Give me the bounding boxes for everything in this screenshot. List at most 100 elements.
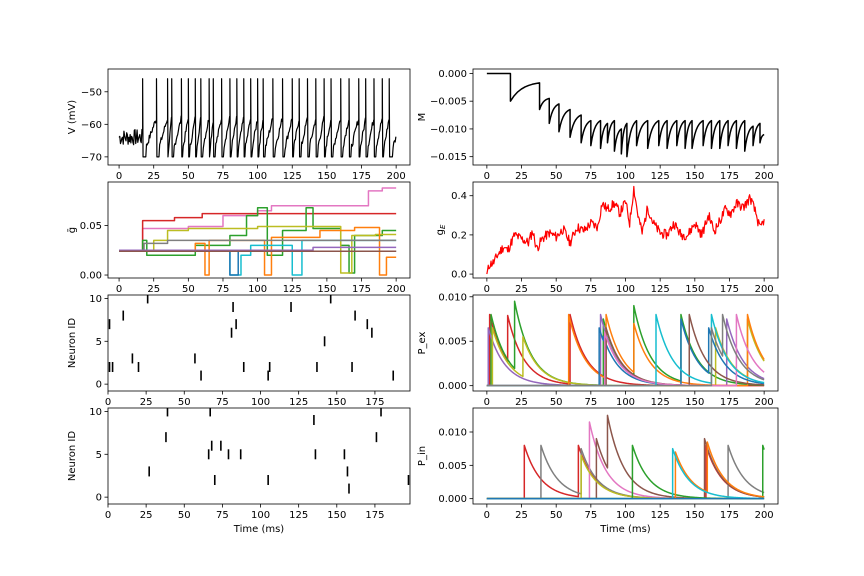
y-tick-label: −70 — [81, 152, 102, 163]
y-tick-label: −0.015 — [430, 152, 467, 163]
x-tick-label: 50 — [178, 397, 191, 408]
y-tick-label: 5 — [96, 337, 102, 348]
x-tick-label: 0 — [116, 171, 122, 182]
x-tick-label: 175 — [720, 510, 739, 521]
y-axis-label: M — [417, 113, 428, 122]
x-tick-label: 175 — [365, 397, 384, 408]
y-tick-label: 0.00 — [80, 271, 102, 282]
y-axis-label: P_in — [417, 446, 428, 466]
x-tick-label: 25 — [140, 510, 153, 521]
x-tick-label: 125 — [651, 397, 670, 408]
x-tick-label: 100 — [616, 397, 635, 408]
x-tick-label: 75 — [584, 510, 597, 521]
x-tick-label: 125 — [283, 171, 302, 182]
x-tick-label: 50 — [550, 171, 563, 182]
x-tick-label: 175 — [720, 397, 739, 408]
x-tick-label: 200 — [755, 510, 774, 521]
x-tick-label: 50 — [550, 510, 563, 521]
P_ex-series-9 — [486, 313, 765, 387]
gE-trace — [486, 185, 765, 275]
x-tick-label: 150 — [327, 510, 346, 521]
y-axis-label: ḡ — [67, 227, 78, 233]
y-tick-label: 0.05 — [80, 221, 102, 232]
x-tick-label: 100 — [248, 284, 267, 295]
x-tick-label: 125 — [651, 510, 670, 521]
y-tick-label: 0.005 — [438, 337, 467, 348]
x-tick-label: 50 — [178, 510, 191, 521]
x-tick-label: 25 — [515, 510, 528, 521]
panel-P_in: 0 25 50 75 100 125 150 175 200 0.000 0.005 0.010 P_i… — [417, 407, 779, 535]
x-axis-label: Time (ms) — [233, 524, 285, 535]
x-tick-label: 175 — [365, 510, 384, 521]
x-tick-label: 0 — [484, 510, 490, 521]
axes-frame — [107, 407, 411, 505]
axes-frame — [107, 294, 411, 392]
x-tick-label: 175 — [720, 284, 739, 295]
x-tick-label: 75 — [584, 284, 597, 295]
x-tick-label: 150 — [327, 397, 346, 408]
x-axis-label: Time (ms) — [599, 524, 651, 535]
x-tick-label: 75 — [216, 397, 229, 408]
y-tick-label: −60 — [81, 120, 102, 131]
x-tick-label: 0 — [105, 397, 111, 408]
x-tick-label: 150 — [685, 397, 704, 408]
x-tick-label: 175 — [352, 171, 371, 182]
x-tick-label: 25 — [515, 284, 528, 295]
y-tick-label: 0.000 — [438, 69, 467, 80]
x-tick-label: 150 — [317, 171, 336, 182]
x-tick-label: 100 — [616, 284, 635, 295]
x-tick-label: 75 — [584, 397, 597, 408]
axes-frame — [107, 68, 411, 166]
y-tick-label: 0.000 — [438, 381, 467, 392]
y-tick-label: 0.005 — [438, 461, 467, 472]
panel-gbar: 0 25 50 75 100 125 150 175 200 0.00 0.05ḡ — [67, 181, 411, 295]
plot-area — [486, 72, 765, 158]
x-tick-label: 125 — [283, 284, 302, 295]
panel-M: 0 25 50 75 100 125 150 175 200 0.000 −0.005 −0.010 −… — [417, 68, 779, 182]
x-tick-label: 125 — [289, 510, 308, 521]
y-axis-label: Neuron ID — [67, 431, 78, 481]
x-tick-label: 175 — [720, 171, 739, 182]
x-tick-label: 25 — [515, 171, 528, 182]
y-tick-label: 0 — [96, 380, 102, 391]
plot-area — [486, 185, 765, 275]
axes-frame — [472, 68, 779, 166]
x-tick-label: 150 — [317, 284, 336, 295]
plot-area — [118, 78, 397, 158]
x-tick-label: 200 — [755, 284, 774, 295]
x-tick-label: 25 — [140, 397, 153, 408]
x-tick-label: 75 — [216, 510, 229, 521]
y-tick-label: 0 — [96, 493, 102, 504]
x-tick-label: 125 — [289, 397, 308, 408]
panel-raster_ex: 0 25 50 75 100 125 150 175 0 5 10 Neuron ID — [67, 294, 411, 408]
y-tick-label: −0.005 — [430, 97, 467, 108]
axes-frame — [107, 181, 411, 279]
y-axis-label: gE — [435, 224, 447, 235]
x-tick-label: 75 — [217, 171, 230, 182]
x-tick-label: 100 — [616, 171, 635, 182]
x-tick-label: 25 — [147, 284, 160, 295]
y-axis-label: V (mV) — [67, 100, 78, 135]
plot-area — [486, 300, 765, 387]
x-tick-label: 0 — [105, 510, 111, 521]
x-tick-label: 125 — [651, 284, 670, 295]
gbar-series-3 — [119, 225, 397, 274]
M-trace — [486, 72, 765, 158]
gbar-series-4 — [119, 226, 397, 276]
y-tick-label: 0.2 — [451, 230, 467, 241]
x-tick-label: 50 — [182, 284, 195, 295]
panel-voltage: 0 25 50 75 100 125 150 175 200 −70 −60 −50V (mV) — [67, 68, 411, 182]
panel-P_ex: 0 25 50 75 100 125 150 175 200 0.000 0.005 0.010 P_e… — [417, 292, 779, 408]
x-tick-label: 100 — [251, 510, 270, 521]
x-tick-label: 100 — [248, 171, 267, 182]
x-tick-label: 200 — [755, 397, 774, 408]
x-tick-label: 150 — [685, 171, 704, 182]
gbar-series-8 — [119, 246, 397, 252]
x-tick-label: 200 — [387, 171, 406, 182]
x-tick-label: 75 — [217, 284, 230, 295]
x-tick-label: 50 — [182, 171, 195, 182]
x-tick-label: 100 — [251, 397, 270, 408]
plot-area — [108, 295, 395, 381]
x-tick-label: 50 — [550, 397, 563, 408]
